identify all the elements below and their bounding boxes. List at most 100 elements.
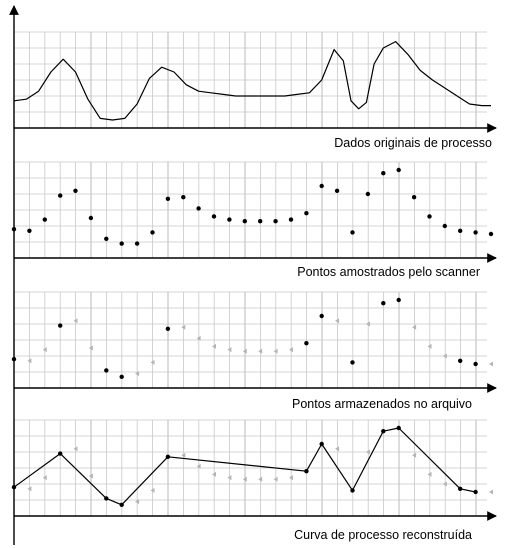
data-point [381, 171, 386, 176]
data-point [381, 301, 386, 306]
data-point [150, 230, 155, 235]
faded-point [135, 371, 140, 377]
faded-point [289, 347, 293, 353]
data-point [458, 486, 463, 491]
series-line [13, 427, 476, 506]
faded-point [258, 476, 263, 482]
panel-3-title: Pontos armazenados no arquivo [292, 397, 472, 411]
panel-1-title: Dados originais de processo [334, 136, 492, 150]
data-point [42, 217, 47, 222]
faded-point [196, 463, 201, 469]
faded-point [365, 321, 370, 327]
data-point [488, 231, 494, 237]
faded-point [442, 481, 447, 487]
data-point [58, 193, 63, 198]
data-point [458, 358, 463, 363]
data-point [181, 195, 186, 200]
data-point [473, 361, 478, 367]
data-point [88, 215, 94, 221]
data-point [165, 326, 171, 331]
data-point [319, 183, 324, 189]
faded-point [273, 348, 278, 354]
data-point [350, 230, 355, 235]
faded-point [27, 486, 32, 492]
data-point [134, 241, 140, 246]
faded-point [135, 499, 140, 505]
data-point [196, 206, 201, 211]
data-point [27, 228, 32, 233]
faded-point [427, 471, 432, 477]
data-point [104, 496, 109, 501]
data-point [396, 297, 401, 303]
faded-point [489, 361, 493, 367]
faded-point [412, 324, 417, 330]
data-point [365, 191, 371, 197]
faded-point [42, 347, 47, 353]
panel-4 [11, 419, 497, 521]
faded-point [42, 475, 47, 481]
faded-point [88, 473, 93, 479]
faded-point [258, 348, 263, 354]
data-point [165, 454, 171, 459]
faded-point [73, 318, 78, 324]
data-point [119, 502, 124, 507]
faded-point [412, 452, 417, 458]
faded-point [150, 487, 155, 493]
data-point [304, 341, 309, 346]
faded-point [427, 343, 432, 349]
data-point [396, 425, 401, 431]
data-point [319, 313, 324, 319]
panel-4-title: Curva de processo reconstruída [294, 528, 472, 542]
data-point [119, 241, 124, 246]
data-point [104, 236, 109, 241]
faded-point [227, 475, 232, 481]
data-point [473, 489, 478, 495]
faded-point [335, 318, 340, 324]
data-point [211, 214, 217, 219]
panel-2 [11, 161, 497, 263]
data-point [411, 195, 417, 200]
faded-point [150, 359, 155, 365]
series-line [13, 40, 491, 121]
panels [11, 31, 497, 521]
panel-1-grid [13, 31, 487, 129]
panel-1 [13, 31, 497, 133]
faded-point [73, 446, 78, 452]
data-point [58, 451, 63, 456]
faded-point [181, 452, 186, 458]
data-point [58, 323, 63, 328]
data-point [442, 223, 447, 229]
data-point [242, 219, 247, 224]
faded-point [273, 476, 278, 482]
panel-3-grid [13, 291, 487, 389]
data-point [73, 188, 78, 193]
data-point [334, 188, 340, 193]
data-point [427, 214, 432, 219]
faded-point [212, 471, 216, 477]
faded-point [335, 446, 340, 452]
panel-4-grid [13, 419, 487, 517]
faded-point [242, 476, 247, 482]
data-point [304, 469, 309, 474]
data-point [319, 441, 324, 447]
data-point [350, 488, 355, 493]
faded-point [289, 475, 293, 481]
faded-point [442, 353, 447, 359]
panel-3 [11, 291, 497, 393]
faded-point [489, 489, 493, 495]
data-point [458, 228, 463, 233]
faded-point [212, 343, 216, 349]
data-point [288, 217, 294, 222]
data-point [381, 429, 386, 434]
data-point [350, 360, 355, 365]
data-point [258, 219, 263, 224]
faded-point [227, 347, 232, 353]
data-point [396, 167, 401, 173]
faded-point [27, 358, 32, 364]
faded-point [365, 449, 370, 455]
data-point [165, 196, 171, 201]
data-point [227, 217, 232, 222]
panel-2-title: Pontos amostrados pelo scanner [297, 265, 480, 279]
data-point [119, 374, 124, 379]
